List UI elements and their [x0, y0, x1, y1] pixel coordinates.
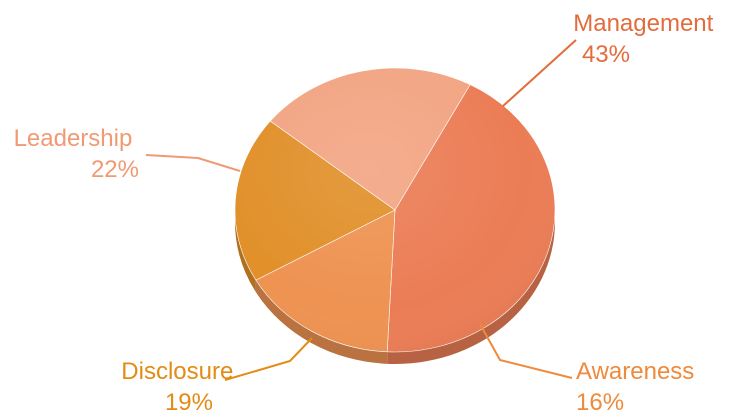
slice-label-leadership: Leadership 22% — [14, 125, 139, 183]
leader-lines — [145, 39, 577, 381]
leader-line-leadership — [145, 154, 241, 172]
slice-labels: Management 43% Awareness 16% Disclosure … — [14, 10, 720, 411]
leader-line-disclosure — [224, 337, 313, 381]
leader-line-management — [502, 39, 577, 107]
slice-label-management: Management 43% — [573, 10, 720, 68]
slice-label-disclosure: Disclosure 19% — [121, 358, 240, 411]
leader-line-awareness — [479, 323, 573, 379]
slice-label-awareness: Awareness 16% — [576, 358, 701, 411]
pie-layer — [234, 67, 556, 364]
